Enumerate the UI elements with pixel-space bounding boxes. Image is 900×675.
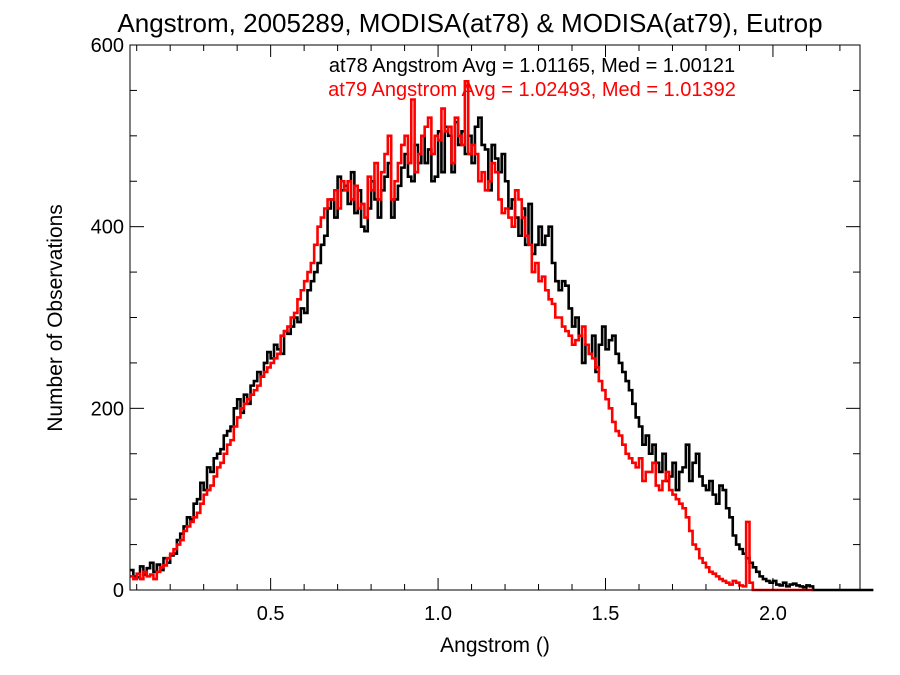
x-tick-label: 2.0 bbox=[759, 603, 787, 625]
series-layer bbox=[130, 80, 874, 592]
plot-frame bbox=[129, 44, 861, 591]
x-tick-label: 0.5 bbox=[257, 603, 285, 625]
axis-layer: 0.5 1.0 1.5 2.0 0 200 400 600 bbox=[91, 35, 861, 625]
y-tick-label: 200 bbox=[91, 398, 124, 420]
y-axis-label: Number of Observations bbox=[44, 204, 67, 432]
x-axis-label: Angstrom () bbox=[440, 634, 550, 657]
annotation-at78: at78 Angstrom Avg = 1.01165, Med = 1.001… bbox=[329, 55, 735, 77]
chart-title: Angstrom, 2005289, MODISA(at78) & MODISA… bbox=[117, 8, 822, 38]
y-tick-label: 600 bbox=[91, 35, 124, 57]
x-tick-label: 1.5 bbox=[592, 603, 620, 625]
y-tick-label: 400 bbox=[91, 217, 124, 239]
series-line-at79 bbox=[130, 80, 814, 592]
x-tick-label: 1.0 bbox=[424, 603, 452, 625]
y-tick-label: 0 bbox=[113, 580, 124, 602]
series-line-at78 bbox=[130, 116, 874, 592]
annotation-at79: at79 Angstrom Avg = 1.02493, Med = 1.013… bbox=[328, 79, 736, 101]
